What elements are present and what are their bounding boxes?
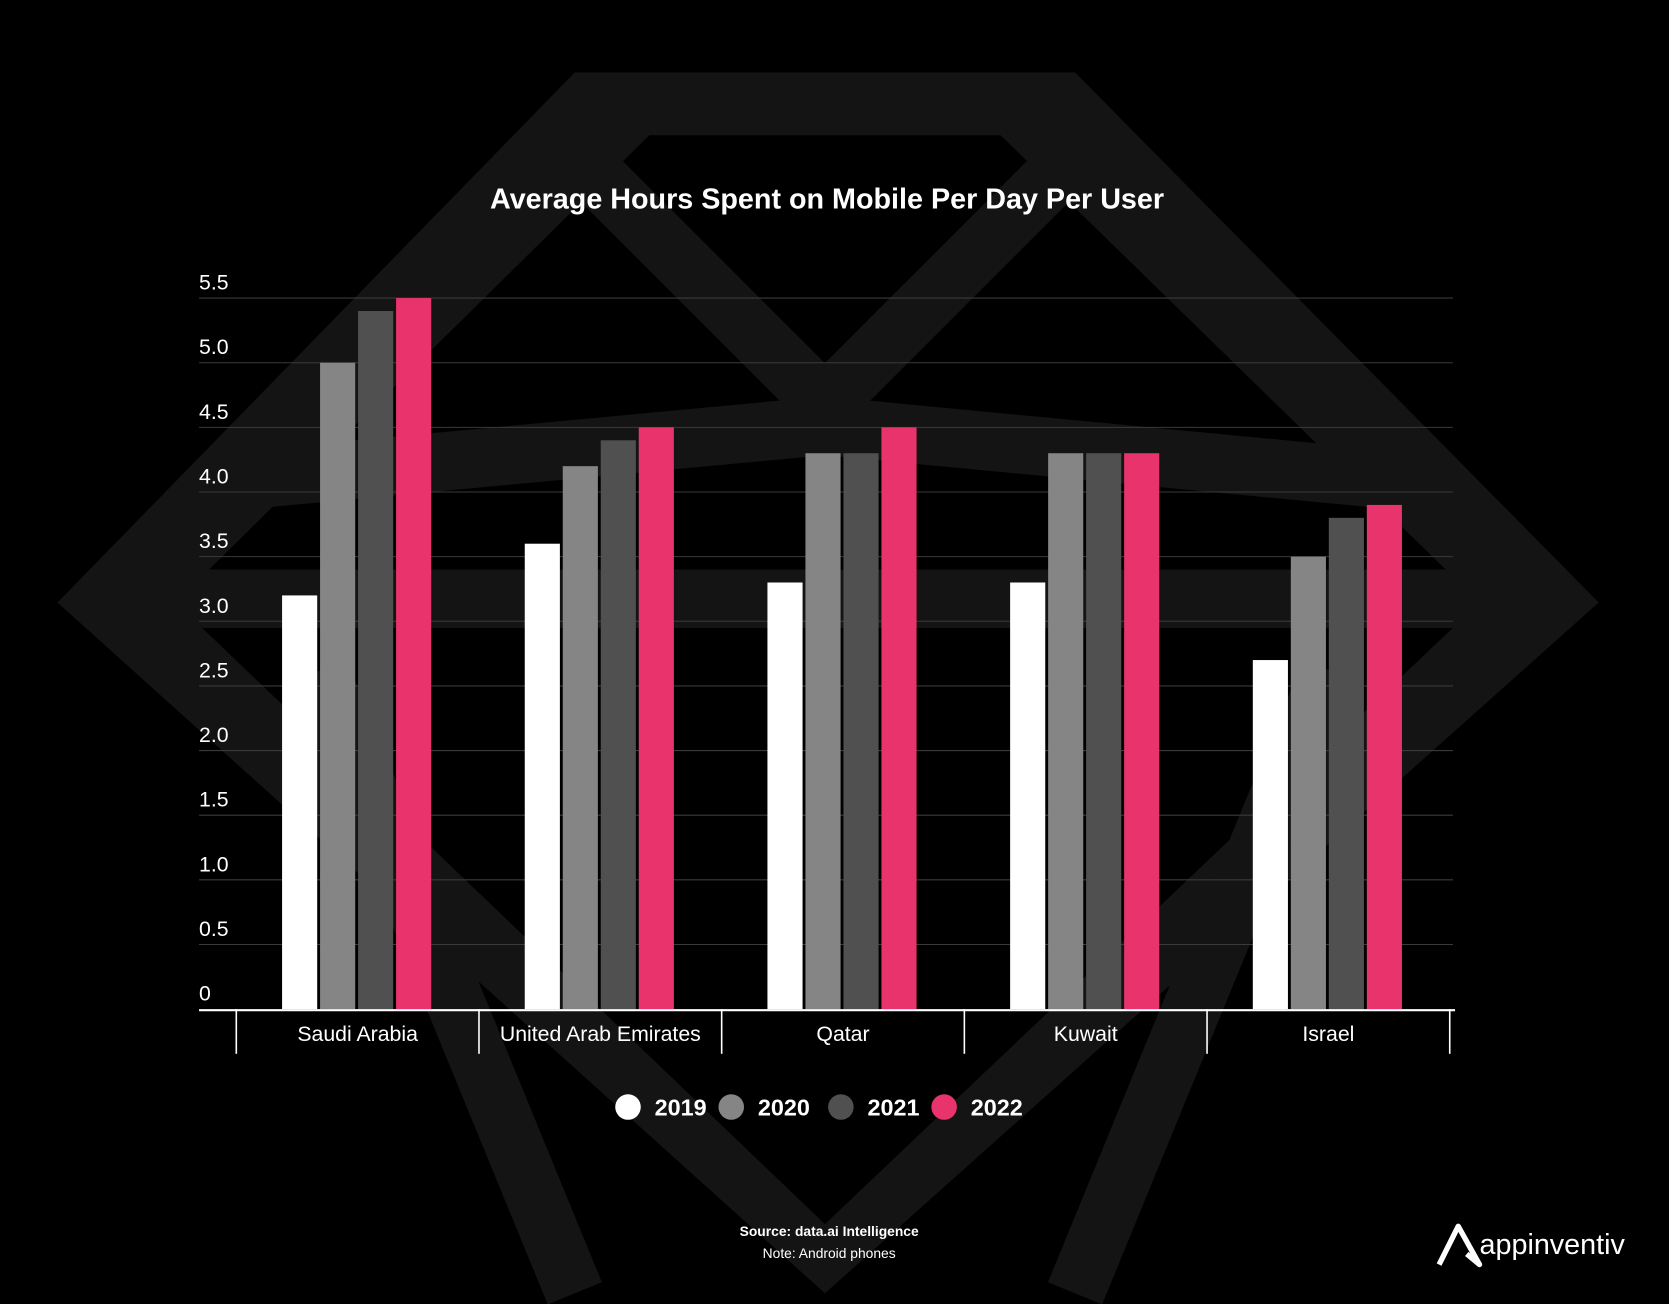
y-tick-label: 0 (199, 982, 211, 1006)
y-tick-label: 3.0 (199, 594, 229, 618)
legend-marker-2020 (718, 1094, 745, 1120)
x-tick-label: United Arab Emirates (500, 1022, 701, 1046)
y-tick-label: 5.0 (199, 335, 229, 359)
x-tick-label: Israel (1302, 1022, 1354, 1046)
source-text: Source: data.ai Intelligence (740, 1223, 919, 1239)
x-tick-label: Kuwait (1054, 1022, 1118, 1046)
y-tick-label: 0.5 (199, 917, 229, 941)
bar-2021-kuwait (1086, 453, 1122, 1010)
y-tick-label: 5.5 (199, 271, 229, 295)
bar-2020-saudi-arabia (320, 362, 356, 1010)
bar-2022-qatar (881, 427, 917, 1010)
legend-label-2021: 2021 (867, 1095, 919, 1121)
legend-label-2022: 2022 (971, 1095, 1023, 1121)
logo-mark-icon (1436, 1223, 1483, 1268)
y-tick-label: 4.5 (199, 400, 229, 424)
legend-marker-2019 (615, 1094, 641, 1120)
y-axis-ticks: 0 0.5 1.0 1.5 2.0 2.5 3.0 3.5 4.0 4.5 5.0 5.5 (199, 271, 229, 1006)
y-tick-label: 4.0 (199, 464, 229, 488)
bar-2022-united-arab-emirates (638, 427, 674, 1010)
bar-2019-qatar (767, 582, 803, 1010)
bar-2022-kuwait (1124, 453, 1160, 1010)
bar-2020-qatar (805, 453, 841, 1010)
y-tick-label: 1.5 (199, 788, 229, 812)
bar-2022-saudi-arabia (396, 298, 432, 1010)
chart-title: Average Hours Spent on Mobile Per Day Pe… (490, 184, 1164, 216)
bar-2020-united-arab-emirates (562, 466, 598, 1010)
x-tick-label: Saudi Arabia (297, 1022, 418, 1046)
y-tick-label: 2.5 (199, 658, 229, 682)
bar-2019-saudi-arabia (282, 595, 318, 1010)
appinventiv-logo: appinventiv (1436, 1223, 1626, 1268)
bar-2019-kuwait (1010, 582, 1046, 1010)
y-tick-label: 1.0 (199, 852, 229, 876)
bar-2019-israel (1252, 660, 1288, 1010)
legend-marker-2021 (828, 1094, 854, 1120)
legend-marker-2022 (931, 1094, 957, 1120)
bars (282, 298, 1402, 1010)
bar-2021-israel (1328, 517, 1364, 1010)
note-text: Note: Android phones (763, 1245, 896, 1261)
bar-2021-saudi-arabia (358, 311, 394, 1010)
bar-2021-qatar (843, 453, 879, 1010)
legend: 2019 2020 2021 2022 (615, 1094, 1023, 1121)
bar-2019-united-arab-emirates (524, 543, 560, 1010)
svg-text:appinventiv: appinventiv (1480, 1229, 1626, 1261)
x-axis: Saudi Arabia United Arab Emirates Qatar Kuw… (199, 1009, 1456, 1054)
bar-2021-united-arab-emirates (600, 440, 636, 1010)
legend-label-2019: 2019 (655, 1095, 707, 1121)
bar-2022-israel (1366, 504, 1402, 1010)
y-tick-label: 2.0 (199, 723, 229, 747)
bar-2020-kuwait (1048, 453, 1084, 1010)
bar-2020-israel (1290, 556, 1326, 1010)
y-tick-label: 3.5 (199, 529, 229, 553)
x-tick-label: Qatar (816, 1022, 869, 1046)
legend-label-2020: 2020 (758, 1095, 810, 1121)
